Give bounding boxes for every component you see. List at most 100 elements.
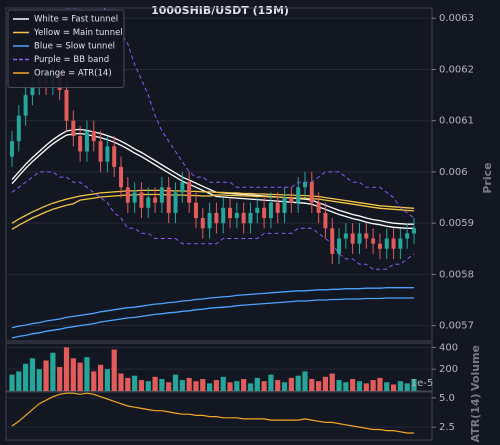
volume-bar — [377, 377, 383, 391]
candle-body — [350, 233, 355, 244]
candle-body — [255, 207, 260, 213]
candle-body — [405, 233, 410, 239]
series-line — [11, 171, 415, 270]
volume-bar — [172, 374, 179, 391]
series-line — [11, 193, 415, 230]
candle-body — [309, 182, 314, 203]
y-tick-label: 200 — [439, 364, 458, 375]
volume-bar — [329, 373, 335, 391]
candle-body — [112, 146, 117, 167]
candle-body — [119, 166, 124, 188]
candle-body — [78, 136, 83, 152]
candle-body — [10, 141, 14, 157]
legend-label: White = Fast tunnel — [34, 15, 118, 25]
candle-body — [357, 233, 362, 244]
candle-body — [91, 130, 96, 142]
candle-body — [412, 228, 416, 234]
y-tick-label: 0.0061 — [439, 116, 474, 127]
candle-body — [166, 187, 171, 213]
candle-body — [200, 218, 205, 229]
candle-body — [173, 192, 178, 213]
volume-bar — [200, 379, 206, 391]
candle-body — [193, 202, 198, 219]
volume-bar — [9, 374, 15, 391]
panel-frame — [5, 391, 433, 441]
candle-body — [159, 187, 164, 203]
candle-body — [71, 120, 76, 137]
candle-body — [125, 187, 130, 203]
offset-text: 1e-5 — [411, 378, 434, 389]
candle-body — [139, 192, 144, 208]
series-line — [11, 287, 414, 329]
y-tick-label: 0.0057 — [439, 321, 474, 332]
legend-label: Yellow = Main tunnel — [33, 28, 123, 38]
volume-bar — [343, 382, 349, 391]
volume-bar — [322, 376, 329, 391]
candles — [10, 64, 416, 265]
y-tick-label: 0.006 — [439, 167, 468, 178]
candle-body — [268, 202, 273, 219]
y-tick-label: 0.0058 — [439, 269, 474, 280]
candle-body — [16, 115, 21, 142]
candle-body — [187, 182, 192, 203]
volume-bar — [363, 383, 369, 391]
y-tick-label: 0.0062 — [439, 64, 474, 75]
candle-body — [153, 197, 158, 203]
candle-body — [330, 228, 335, 254]
y-tick-label: 2.5 — [439, 422, 455, 433]
atr-lines — [11, 392, 414, 434]
volume-bar — [404, 383, 410, 391]
volume-bar — [220, 376, 226, 391]
volume-bar — [152, 376, 158, 391]
candle-body — [391, 238, 396, 249]
candle-body — [23, 95, 28, 116]
volume-bar — [411, 379, 417, 391]
candle-body — [30, 84, 35, 96]
candle-body — [343, 233, 348, 239]
volume-bar — [397, 381, 403, 391]
candle-body — [84, 130, 89, 152]
volume-bar — [70, 358, 76, 391]
volume-bar — [336, 380, 342, 391]
volume-bar — [77, 362, 83, 391]
volume-bar — [275, 380, 281, 391]
candle-body — [214, 212, 219, 224]
volume-bar — [234, 381, 240, 391]
volume-bar — [186, 377, 192, 391]
y-tick-label: 5.0 — [439, 393, 455, 404]
candle-body — [302, 182, 307, 188]
volume-bar — [29, 358, 36, 391]
volume-bar — [125, 377, 131, 391]
volume-bar — [309, 379, 315, 391]
candle-body — [207, 212, 212, 229]
volume-bar — [193, 381, 199, 391]
volume-bar — [43, 360, 49, 391]
legend-label: Blue = Slow tunnel — [34, 42, 115, 52]
candle-body — [282, 197, 287, 213]
candle-body — [64, 89, 69, 121]
volume-bar — [104, 369, 110, 391]
volume-bar — [50, 352, 56, 391]
volume-bar — [138, 380, 145, 391]
candle-body — [275, 202, 280, 213]
volume-bar — [57, 367, 63, 391]
y-axis-label: Volume — [469, 345, 482, 391]
candle-body — [398, 238, 403, 249]
y-tick-label: 0.0063 — [439, 13, 474, 24]
volume-bar — [159, 379, 165, 391]
candle-body — [248, 212, 253, 224]
legend-box — [7, 9, 125, 88]
volume-bar — [179, 380, 185, 391]
candle-body — [364, 233, 369, 239]
price-lines — [11, 8, 415, 339]
series-line — [11, 392, 414, 434]
volume-bar — [316, 381, 322, 391]
y-tick-label: 0.0059 — [439, 218, 474, 229]
legend-label: Orange = ATR(14) — [34, 69, 112, 79]
candle-body — [228, 207, 233, 219]
candle-body — [234, 212, 239, 219]
volume-bar — [23, 363, 29, 391]
volume-bar — [384, 382, 390, 391]
volume-bar — [241, 379, 247, 391]
